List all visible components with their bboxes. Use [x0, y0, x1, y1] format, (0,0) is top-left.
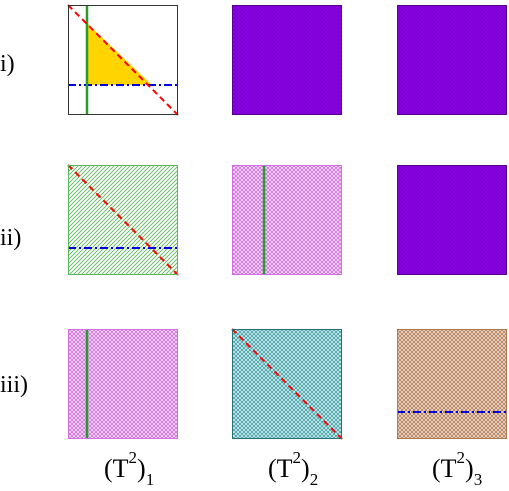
column-label-2: (T2)2 — [268, 448, 318, 489]
panel-r3-c2 — [231, 328, 343, 440]
panel-r2-c1 — [67, 164, 179, 276]
column-label-3: (T2)3 — [432, 448, 482, 489]
red-dashed-diagonal — [67, 4, 179, 116]
row-label-iii: iii) — [0, 372, 28, 398]
panel-frame — [232, 165, 342, 275]
panel-r1-c1 — [67, 4, 179, 116]
panel-r3-c1 — [68, 329, 178, 439]
panel-r1-c2 — [232, 5, 342, 115]
panel-r1-c3 — [397, 5, 507, 115]
panel-frame — [232, 5, 342, 115]
panel-frame — [68, 329, 178, 439]
panel-background — [397, 5, 507, 115]
panel-frame — [68, 5, 178, 115]
panel-background — [397, 329, 507, 439]
panel-background — [397, 165, 507, 275]
row-label-ii: ii) — [0, 225, 21, 251]
panel-r2-c2 — [232, 165, 342, 275]
red-dashed-diagonal — [67, 164, 179, 276]
panel-background — [68, 329, 178, 439]
panel-frame — [68, 165, 178, 275]
panel-r2-c3 — [397, 165, 507, 275]
panel-frame — [397, 329, 507, 439]
panel-frame — [397, 5, 507, 115]
panel-background — [232, 5, 342, 115]
row-label-i: i) — [0, 51, 15, 77]
panel-frame — [232, 329, 342, 439]
panel-r3-c3 — [397, 329, 507, 439]
panel-background — [232, 165, 342, 275]
column-label-1: (T2)1 — [104, 448, 154, 489]
yellow-region — [87, 23, 152, 85]
panel-frame — [397, 165, 507, 275]
red-dashed-diagonal — [231, 328, 343, 440]
panel-grid — [67, 4, 507, 440]
